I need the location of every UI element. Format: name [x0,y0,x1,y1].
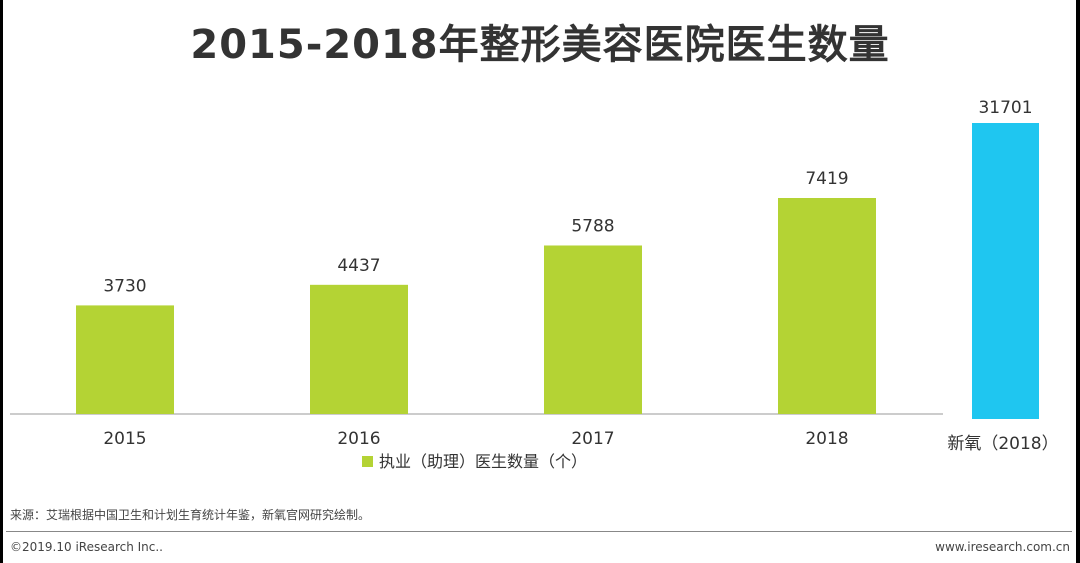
x-tick-label: 2015 [103,429,146,449]
x-tick-label: 2016 [337,429,380,449]
bar [972,123,1039,419]
frame-left-border [0,0,3,563]
data-label: 31701 [978,98,1032,118]
data-label: 5788 [571,216,614,236]
data-label: 3730 [103,276,146,296]
bar [778,198,876,414]
footer-divider [6,531,1072,532]
x-tick-label: 新氧（2018） [947,434,1058,454]
data-label: 7419 [805,169,848,189]
copyright-text: ©2019.10 iResearch Inc.. [10,540,163,554]
x-tick-label: 2017 [571,429,614,449]
source-note: 来源：艾瑞根据中国卫生和计划生育统计年鉴，新氧官网研究绘制。 [10,508,371,522]
chart-title: 2015-2018年整形美容医院医生数量 [190,22,890,68]
bar [76,305,174,414]
frame-right-border [1076,0,1080,563]
legend-label: 执业（助理）医生数量（个） [379,452,587,471]
x-tick-label: 2018 [805,429,848,449]
bar [310,284,408,414]
legend-swatch [362,456,373,467]
data-label: 4437 [337,256,380,276]
website-text: www.iresearch.com.cn [935,540,1070,554]
bar [544,245,642,414]
